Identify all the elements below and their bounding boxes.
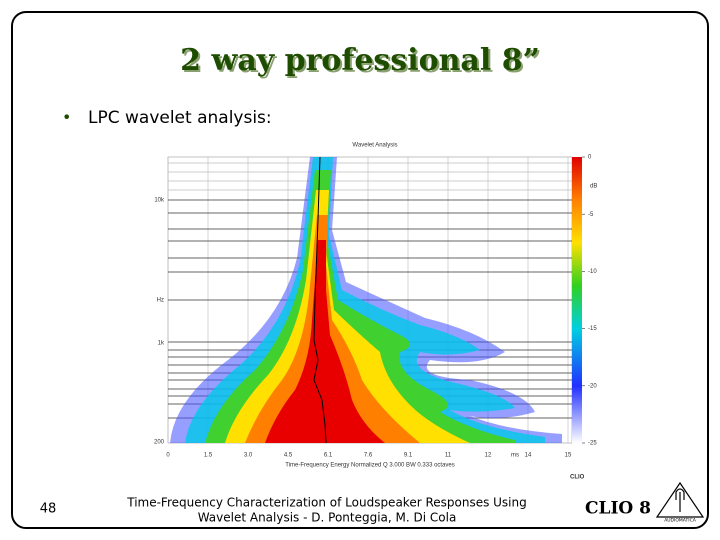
colorbar <box>572 157 582 443</box>
x-tick-label: 4.5 <box>284 453 293 459</box>
x-ticks: 0 1.5 3.0 4.5 6.1 7.6 9.1 11 12 14 15 <box>166 453 572 459</box>
x-tick-label: 12 <box>485 453 492 459</box>
x-tick-label: 7.6 <box>364 453 373 459</box>
logo-subtitle: AUDIOMATICA <box>664 518 697 524</box>
logo-icon <box>655 481 705 518</box>
citation-line: Wavelet Analysis - D. Ponteggia, M. Di C… <box>198 511 457 525</box>
x-tick-label: 9.1 <box>404 453 413 459</box>
colorbar-unit: dB <box>590 184 597 190</box>
x-tick-label: 0 <box>166 453 170 459</box>
x-tick-label: 1.5 <box>204 453 213 459</box>
x-tick-label: 3.0 <box>244 453 253 459</box>
y-ticks: 10k Hz 1k 200 <box>154 198 165 446</box>
bullet-text: LPC wavelet analysis: <box>88 108 272 128</box>
x-unit: ms <box>511 453 519 459</box>
colorbar-tick-label: -25 <box>588 441 597 447</box>
y-tick-label: Hz <box>157 298 164 304</box>
x-label: Time-Frequency Energy Normalized Q 3.000… <box>285 463 455 469</box>
colorbar-tick-label: -20 <box>588 383 597 389</box>
colorbar-tick-label: -15 <box>588 326 597 332</box>
y-tick-label: 200 <box>154 440 165 446</box>
figure-title: Wavelet Analysis <box>352 143 397 149</box>
wavelet-figure: Wavelet Analysis 0 1.5 3.0 4.5 6.1 7.6 9.1 11 12… <box>154 143 597 481</box>
colorbar-tick-label: -10 <box>588 269 597 275</box>
page-number: 48 <box>40 502 57 517</box>
logo-icon <box>675 488 685 512</box>
x-tick-label: 14 <box>525 453 532 459</box>
figure-brand: CLIO <box>570 475 585 481</box>
y-tick-label: 1k <box>158 341 165 347</box>
title-shadow: 2 way professional 8” <box>182 45 542 80</box>
logo: CLIO 8 <box>585 499 651 519</box>
colorbar-tick-label: -5 <box>588 212 594 218</box>
citation-line: Time-Frequency Characterization of Louds… <box>126 496 527 510</box>
slide-title: 2 way professional 8” <box>180 43 540 78</box>
heatmap <box>170 156 562 444</box>
colorbar-tick-label: 0 <box>588 155 592 161</box>
bullet-dot: • <box>62 108 71 127</box>
x-tick-label: 6.1 <box>324 453 333 459</box>
y-tick-label: 10k <box>154 198 165 204</box>
x-tick-label: 11 <box>445 453 452 459</box>
x-tick-label: 15 <box>565 453 572 459</box>
colorbar-ticks: 0 -5 -10 -15 -20 -25 <box>582 155 597 447</box>
